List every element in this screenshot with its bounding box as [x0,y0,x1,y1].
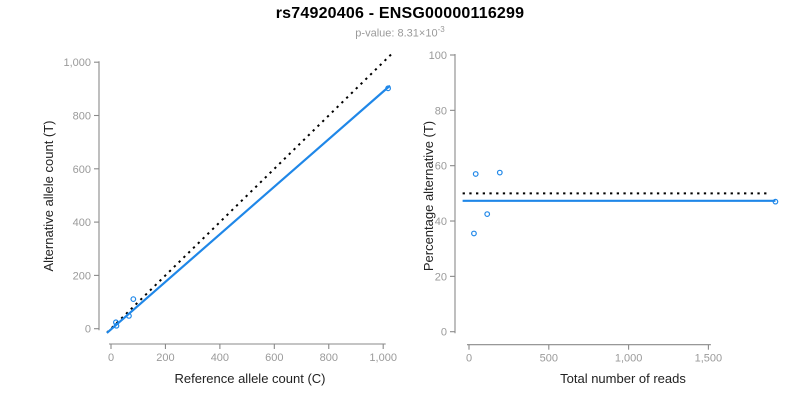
y-tick-label: 0 [85,324,91,336]
data-point [772,198,779,205]
x-tick-label: 800 [320,352,338,364]
data-point [385,85,391,92]
data-point [126,313,132,319]
y-tick-label: 400 [73,217,91,229]
y-tick-label: 600 [73,164,91,176]
plot-allele-counts: 0 200 400 600 800 1,000 0 200 400 600 800 1,000 Refe… [41,51,397,386]
fit-line [106,84,391,334]
x-tick-label: 1,500 [695,353,723,365]
x-tick-label: 600 [265,352,283,364]
y-tick-label: 80 [435,105,447,117]
y-tick-label: 1,000 [63,57,91,69]
y-tick-label: 40 [435,216,447,228]
x-tick-label: 0 [108,352,114,364]
y-tick-label: 0 [441,327,447,339]
y-tick-label: 200 [73,270,91,282]
x-tick-label: 1,000 [615,353,643,365]
pvalue-text: p-value: 8.31×10 [355,27,438,40]
y-tick-label: 100 [429,50,447,62]
x-tick-label: 1,000 [369,352,397,364]
figure-title: rs74920406 - ENSG00000116299 [275,5,525,22]
x-tick-label: 400 [211,352,229,364]
y-axis-title: Alternative allele count (T) [41,120,56,271]
x-axis-title: Reference allele count (C) [174,371,325,386]
x-tick-label: 500 [540,353,558,365]
y-tick-label: 60 [435,161,447,173]
data-point [472,171,479,177]
data-point [130,296,137,303]
pvalue-exponent: -3 [437,25,445,34]
plot-percentage-alternative: 0 500 1,000 1,500 0 20 40 60 80 100 Total number o… [421,50,779,386]
y-tick-label: 20 [435,271,447,283]
x-tick-label: 200 [156,352,174,364]
data-point [484,211,491,218]
figure-subtitle: p-value: 8.31×10-3 [0,25,800,40]
x-axis-title: Total number of reads [560,371,686,386]
y-tick-label: 800 [73,111,91,123]
identity-line [106,51,395,334]
y-axis-title: Percentage alternative (T) [421,121,436,271]
x-tick-label: 0 [466,353,472,365]
data-point [112,319,119,326]
data-point [113,322,120,329]
data-point [496,169,503,176]
data-point [471,230,477,237]
